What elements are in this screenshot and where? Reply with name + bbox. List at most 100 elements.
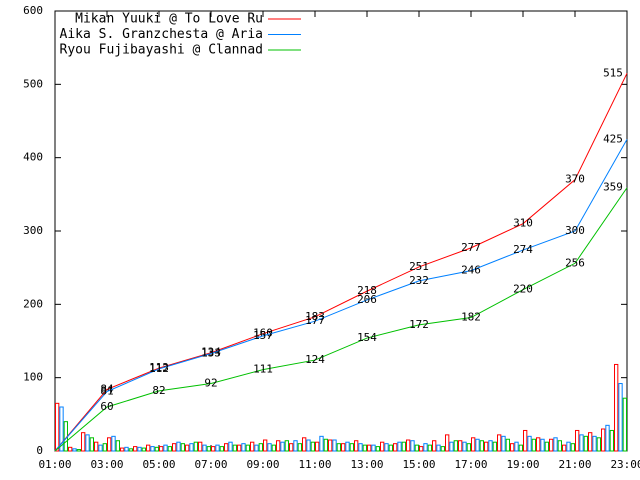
data-label: 112: [149, 362, 169, 375]
histogram-bar: [427, 444, 432, 452]
histogram-bar: [163, 444, 168, 452]
histogram-bar: [133, 446, 138, 452]
histogram-bar: [128, 448, 134, 452]
histogram-bar: [432, 440, 437, 452]
histogram-bar: [81, 432, 86, 452]
histogram-bar: [518, 444, 524, 452]
y-tick-label: 300: [23, 224, 43, 237]
histogram-bar: [267, 443, 272, 452]
histogram-bar: [414, 444, 419, 452]
histogram-bar: [211, 446, 216, 452]
histogram-bar: [237, 444, 242, 452]
legend-label: Aika S. Granzchesta @ Aria: [60, 27, 264, 42]
histogram-bar: [440, 446, 445, 452]
y-tick-label: 500: [23, 77, 43, 90]
data-label: 251: [409, 260, 429, 273]
y-tick-label: 400: [23, 151, 43, 164]
histogram-bar: [540, 438, 545, 452]
histogram-bar: [419, 446, 424, 452]
x-tick-label: 11:00: [298, 458, 331, 471]
data-label: 370: [565, 173, 585, 186]
histogram-bar: [609, 429, 615, 452]
histogram-bar: [475, 438, 480, 452]
histogram-bar: [531, 438, 537, 452]
histogram-bar: [622, 397, 628, 452]
series-line: [54, 73, 628, 452]
x-tick-label: 13:00: [350, 458, 383, 471]
histogram-bar: [55, 402, 60, 452]
histogram-bar: [198, 441, 203, 452]
data-label: 206: [357, 293, 377, 306]
histogram-bar: [59, 406, 64, 452]
data-label: 277: [461, 241, 481, 254]
histogram-bar: [462, 441, 467, 452]
histogram-bar: [102, 443, 107, 452]
histogram-bar: [215, 444, 220, 452]
histogram-bar: [232, 444, 238, 452]
histogram-bar: [497, 434, 502, 452]
histogram-bar: [185, 444, 190, 452]
y-tick-label: 0: [36, 444, 43, 457]
histogram-bar: [219, 446, 225, 452]
histogram-bar: [570, 443, 576, 452]
histogram-bar: [345, 441, 350, 452]
histogram-bar: [367, 444, 372, 452]
histogram-bar: [553, 437, 558, 452]
histogram-bar: [492, 441, 497, 452]
histogram-bar: [544, 441, 550, 452]
histogram-bar: [523, 429, 528, 452]
histogram-bar: [323, 438, 328, 452]
data-label: 124: [305, 353, 325, 366]
histogram-bar: [280, 441, 285, 452]
data-label: 157: [253, 329, 273, 342]
series-line: [54, 139, 628, 452]
histogram-bar: [189, 443, 194, 452]
histogram-bar: [341, 443, 346, 452]
histogram-bar: [501, 435, 506, 452]
histogram-bar: [514, 441, 519, 452]
data-label: 60: [100, 400, 113, 413]
histogram-bar: [137, 446, 142, 452]
x-tick-label: 01:00: [38, 458, 71, 471]
histogram-bar: [167, 446, 173, 452]
histogram-bar: [315, 441, 320, 452]
histogram-bar: [536, 437, 541, 452]
histogram-bar: [423, 443, 428, 452]
histogram-bar: [592, 435, 597, 452]
histogram-bar: [354, 440, 359, 452]
histogram-bar: [384, 443, 389, 452]
histogram-bar: [228, 441, 233, 452]
histogram-bar: [306, 439, 311, 452]
data-label: 246: [461, 264, 481, 277]
histogram-bar: [588, 432, 593, 452]
histogram-bar: [401, 441, 406, 452]
data-label: 111: [253, 363, 273, 376]
data-label: 84: [100, 382, 114, 395]
histogram-bar: [618, 383, 623, 452]
histogram-bar: [289, 443, 294, 452]
data-label: 172: [409, 318, 429, 331]
data-label: 82: [152, 384, 165, 397]
plot-frame: [54, 10, 628, 452]
x-tick-label: 05:00: [142, 458, 175, 471]
histogram-bar: [601, 428, 606, 452]
histogram-bar: [484, 441, 489, 452]
legend-label: Mikan Yuuki @ To Love Ru: [75, 12, 263, 27]
histogram-bar: [302, 437, 307, 452]
histogram-bar: [297, 443, 302, 452]
data-label: 220: [513, 283, 533, 296]
histogram-bar: [115, 440, 120, 452]
data-label: 81: [100, 385, 113, 398]
histogram-bar: [98, 444, 103, 452]
x-tick-label: 09:00: [246, 458, 279, 471]
histogram-bar: [332, 439, 337, 452]
histogram-bar: [172, 443, 177, 452]
histogram-bar: [397, 441, 402, 452]
histogram-bar: [579, 434, 584, 452]
histogram-bar: [85, 434, 90, 452]
histogram-bar: [193, 441, 199, 452]
histogram-bar: [380, 441, 385, 452]
histogram-bar: [159, 446, 164, 452]
data-label: 310: [513, 217, 533, 230]
